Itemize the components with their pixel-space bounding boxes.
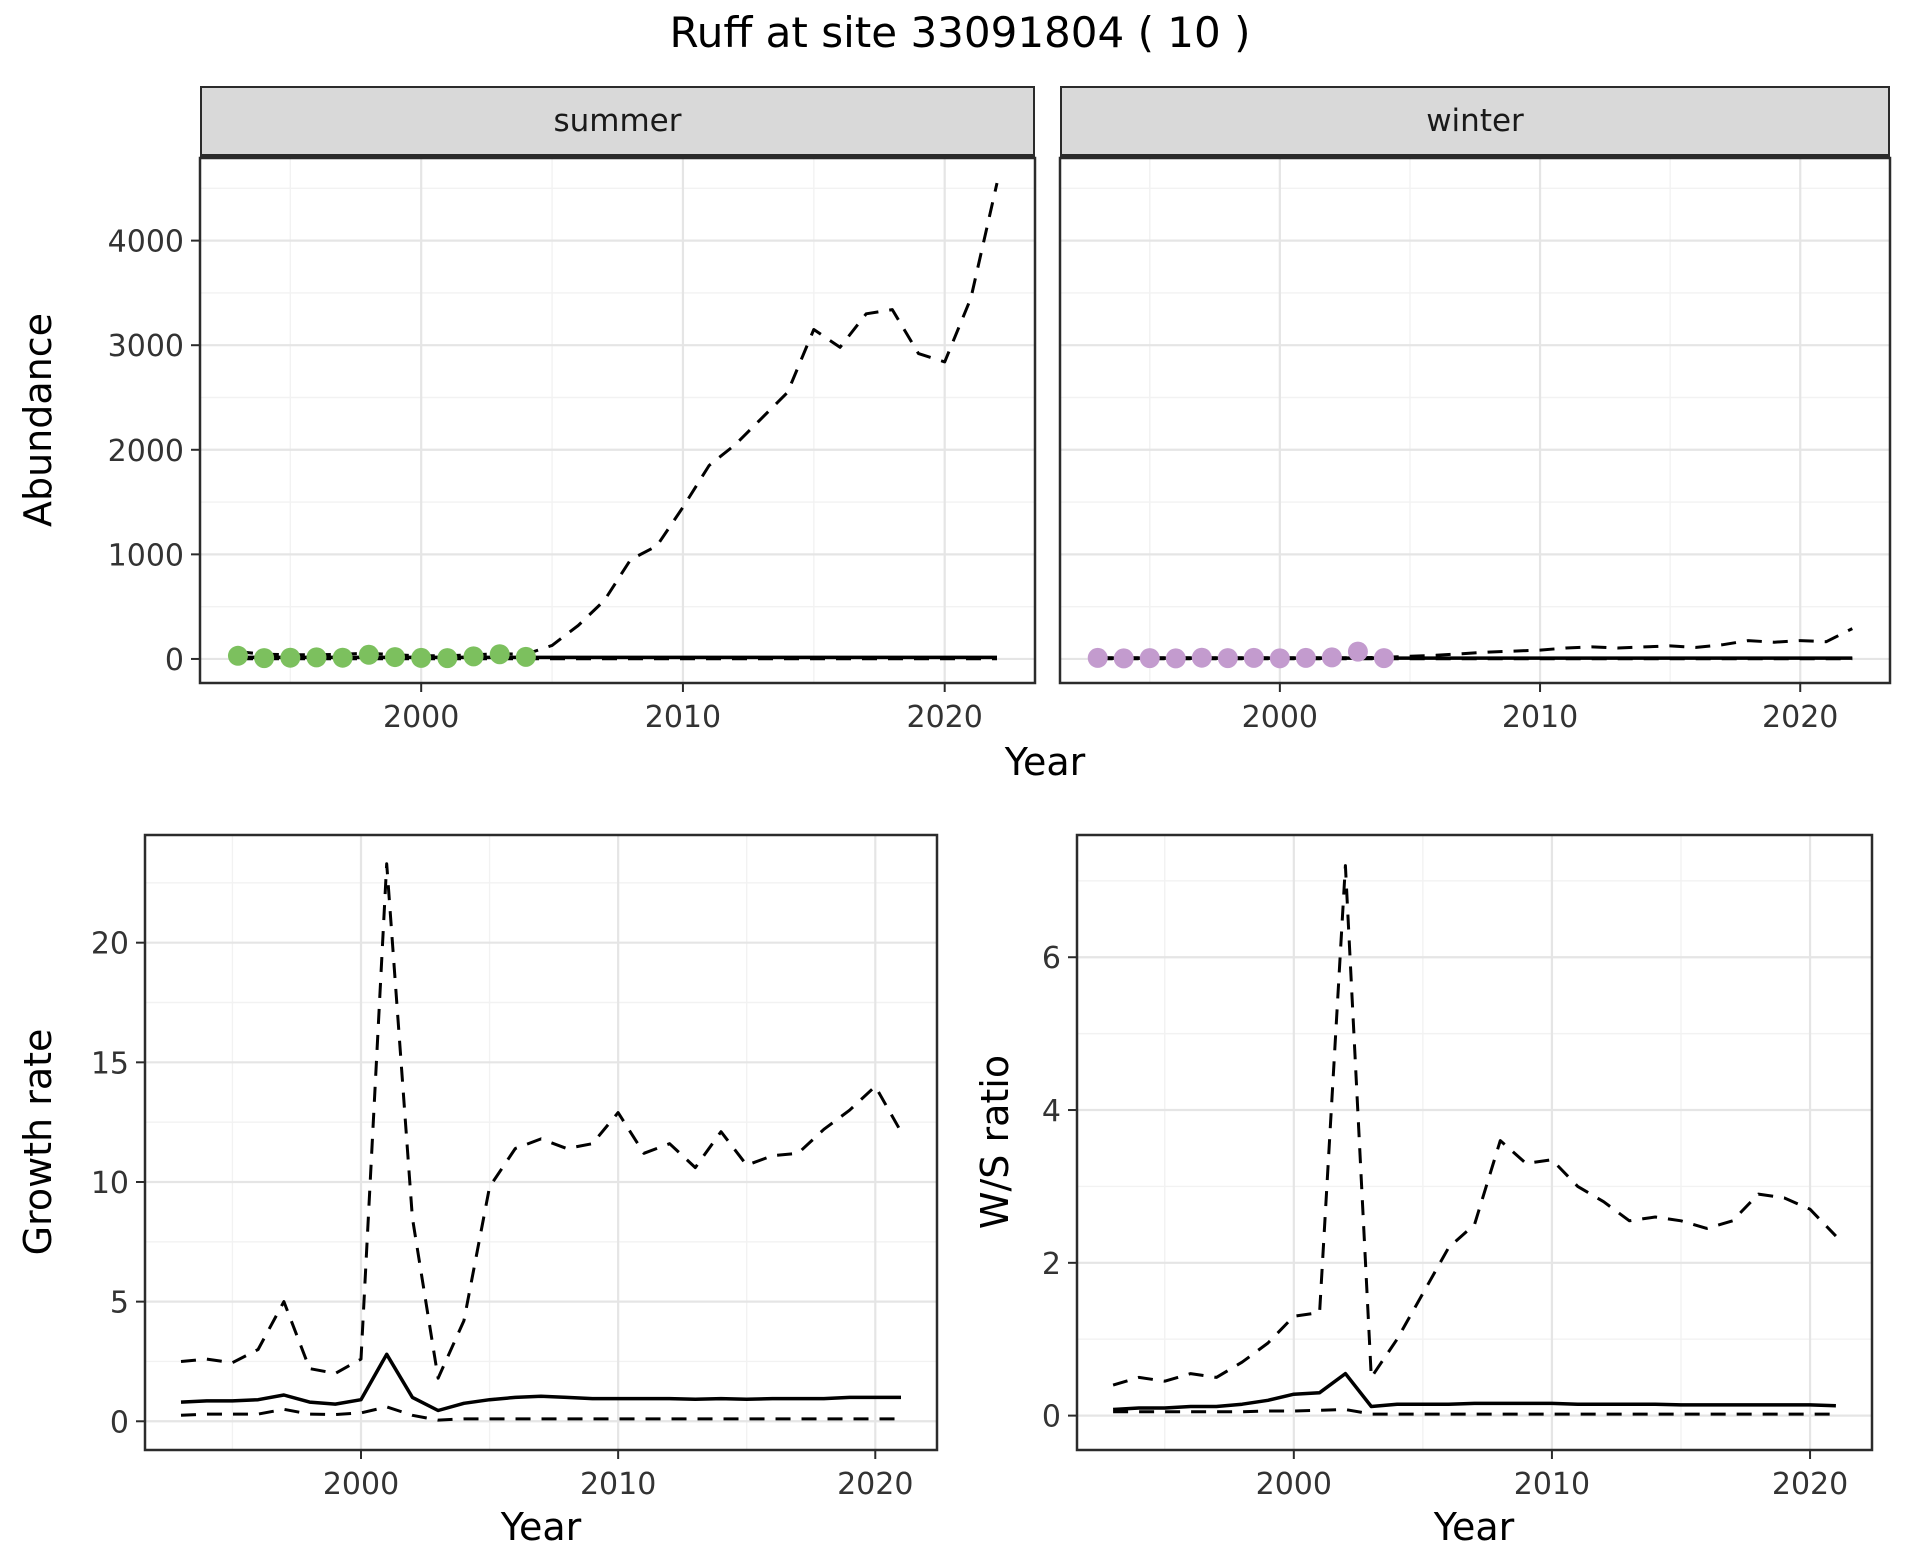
winter-observations-point (1347, 641, 1368, 662)
x-tick-label: 2010 (580, 1467, 656, 1502)
panel-border (198, 156, 1037, 685)
y-tick-label: 10 (91, 1166, 129, 1201)
winter-observations-point (1373, 648, 1394, 669)
summer-observations-point (254, 648, 275, 669)
summer-observations-point (515, 646, 536, 667)
x-tick-label: 2020 (1762, 700, 1838, 735)
winter-abundance-panel: 2000 2010 2020 (1058, 156, 1892, 735)
x-tick-label: 2010 (1514, 1467, 1590, 1502)
growth-rate-panel: 2000 2010 2020 0 5 10 15 20 (91, 833, 939, 1502)
winter-observations-point (1269, 648, 1290, 669)
winter-observations-point (1217, 648, 1238, 669)
summer-observations-point (358, 644, 379, 665)
y-tick-label: 6 (1042, 941, 1061, 976)
x-tick-label: 2020 (1772, 1467, 1848, 1502)
winter-observations-point (1243, 647, 1264, 668)
y-tick-label: 3000 (108, 329, 184, 364)
upper-ci-line (1097, 627, 1853, 660)
y-tick-label: 2 (1042, 1247, 1061, 1282)
winter-observations-point (1165, 648, 1186, 669)
top-year-axis-label: Year (1004, 740, 1086, 784)
winter-observations-point (1321, 647, 1342, 668)
y-tick-label: 15 (91, 1046, 129, 1081)
x-tick-label: 2000 (1242, 700, 1318, 735)
summer-observations-point (280, 647, 301, 668)
y-tick-label: 2000 (108, 434, 184, 469)
winter-observations-point (1191, 647, 1212, 668)
y-tick-label: 4000 (108, 225, 184, 260)
ws-ratio-panel: 2000 2010 2020 0 2 4 6 (1042, 833, 1874, 1502)
model-fit-line (180, 1352, 901, 1413)
winter-observations-point (1113, 648, 1134, 669)
upper-ci-line (1112, 864, 1837, 1387)
y-tick-label: 0 (165, 643, 184, 678)
facet-strip-summer: summer (200, 86, 1035, 158)
panel-border (1075, 833, 1874, 1452)
summer-observations-point (332, 647, 353, 668)
summer-observations-point (489, 644, 510, 665)
summer-observations-point (411, 647, 432, 668)
x-tick-label: 2000 (323, 1467, 399, 1502)
x-tick-label: 2000 (1256, 1467, 1332, 1502)
x-tick-label: 2000 (383, 700, 459, 735)
summer-observations-point (306, 647, 327, 668)
y-tick-label: 1000 (108, 538, 184, 573)
y-tick-label: 5 (110, 1286, 129, 1321)
growth-year-axis-label: Year (500, 1505, 582, 1549)
x-tick-label: 2020 (907, 700, 983, 735)
facet-label-summer: summer (553, 103, 682, 139)
summer-observations-point (385, 647, 406, 668)
winter-observations-point (1295, 647, 1316, 668)
figure-title: Ruff at site 33091804 ( 10 ) (669, 8, 1251, 57)
summer-observations-point (437, 648, 458, 669)
summer-observations-point (463, 646, 484, 667)
y-tick-label: 4 (1042, 1094, 1061, 1129)
x-tick-label: 2010 (1502, 700, 1578, 735)
ws-year-axis-label: Year (1433, 1505, 1515, 1549)
y-tick-label: 20 (91, 927, 129, 962)
upper-ci-line (237, 182, 999, 658)
model-fit-line (1112, 1371, 1836, 1412)
summer-observations-point (227, 645, 248, 666)
facet-label-winter: winter (1426, 103, 1524, 139)
summer-abundance-panel: 2000 2010 2020 0 1000 2000 3000 4000 (108, 156, 1037, 735)
y-tick-label: 0 (1042, 1400, 1061, 1435)
lower-ci-line (180, 1405, 901, 1422)
facet-strip-winter: winter (1060, 86, 1890, 158)
winter-observations-point (1139, 648, 1160, 669)
y-tick-label: 0 (110, 1405, 129, 1440)
lower-ci-line (1113, 1408, 1836, 1416)
winter-observations-point (1087, 647, 1108, 668)
panel-border (1058, 156, 1892, 685)
x-tick-label: 2010 (645, 700, 721, 735)
x-tick-label: 2020 (837, 1467, 913, 1502)
upper-ci-line (180, 862, 903, 1380)
panel-border (143, 833, 939, 1452)
